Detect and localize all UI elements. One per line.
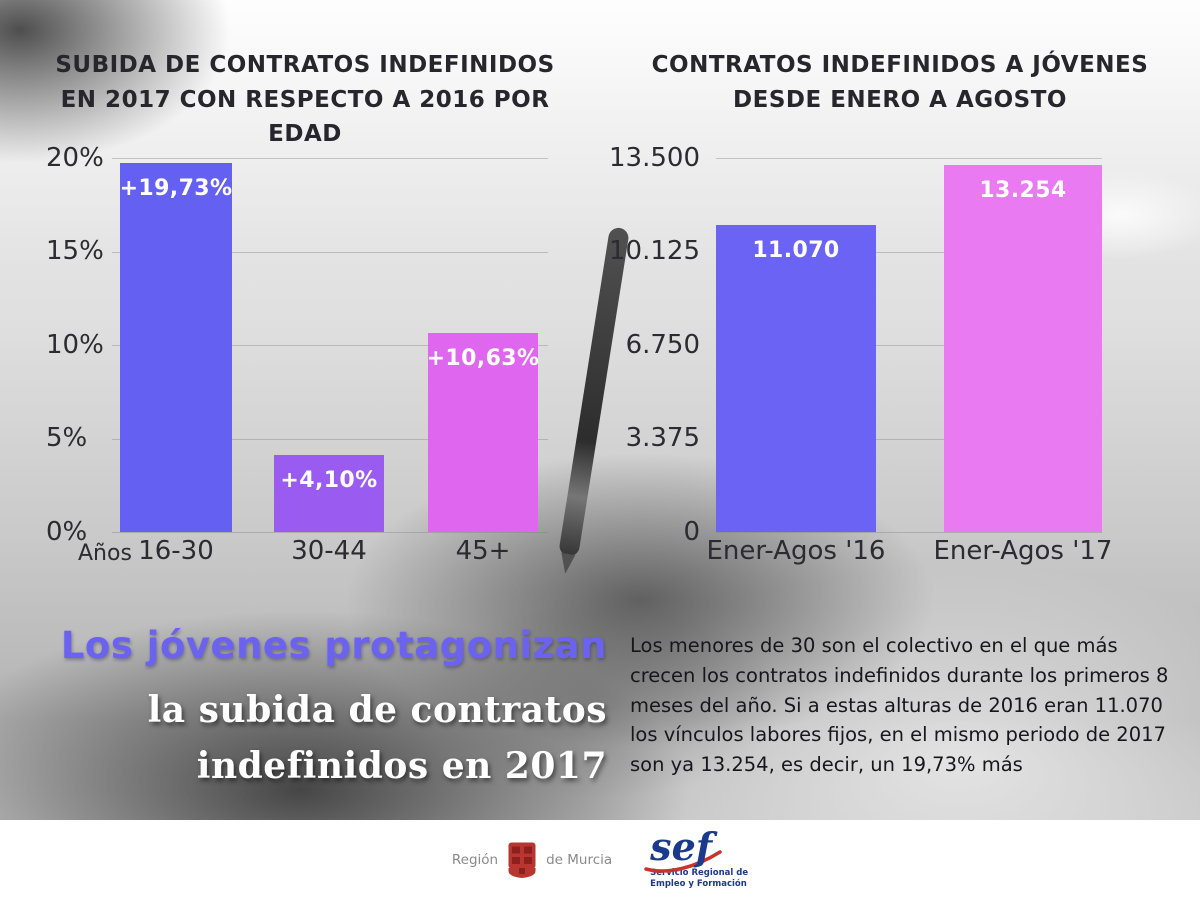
left-xaxis-label: Años <box>78 541 132 566</box>
left-ytick-5: 5% <box>46 423 88 453</box>
sef-subtitle-line-1: Servicio Regional de <box>650 867 749 878</box>
left-chart-title: SUBIDA DE CONTRATOS INDEFINIDOS EN 2017 … <box>55 52 555 147</box>
bar-value-label: +19,73% <box>119 176 233 201</box>
sef-logo-word: sef <box>650 824 713 870</box>
age-chart-plot: +19,73% +4,10% +10,63% <box>112 158 548 533</box>
category-16-30: 16-30 <box>138 536 214 566</box>
bar-value-label: +4,10% <box>280 468 378 493</box>
bar-ener-agos-17: 13.254 <box>944 165 1102 532</box>
murcia-logo-text-left: Región <box>451 852 499 868</box>
right-chart-title: CONTRATOS INDEFINIDOS A JÓVENES DESDE EN… <box>651 52 1149 113</box>
headline-block: Los jóvenes protagonizan la subida de co… <box>55 624 607 795</box>
right-ytick-10125: 10.125 <box>609 236 700 266</box>
right-ytick-13500: 13.500 <box>609 143 700 173</box>
bar-45-plus: +10,63% <box>426 333 540 532</box>
sef-red-swash-icon <box>644 850 722 874</box>
right-ytick-6750: 6.750 <box>625 330 700 360</box>
headline-line-2: la subida de contratos <box>147 689 607 731</box>
summary-paragraph: Los menores de 30 son el colectivo en el… <box>630 634 1169 777</box>
gridline <box>112 532 548 533</box>
bar-value-label: 13.254 <box>979 178 1067 203</box>
gridline <box>716 345 1102 346</box>
bar-value-label: 11.070 <box>752 238 840 263</box>
bar-30-44: +4,10% <box>274 455 384 532</box>
category-30-44: 30-44 <box>291 536 367 566</box>
category-ener-agos-16: Ener-Agos '16 <box>706 536 886 566</box>
footer-bar: Región de Murcia sef Servicio Regional d… <box>0 820 1200 900</box>
left-ytick-15: 15% <box>46 236 104 266</box>
murcia-coat-of-arms-icon <box>508 842 536 878</box>
category-45-plus: 45+ <box>455 536 511 566</box>
bar-value-label: +10,63% <box>426 346 540 371</box>
headline-line-3: indefinidos en 2017 <box>196 744 607 787</box>
category-ener-agos-17: Ener-Agos '17 <box>933 536 1113 566</box>
right-ytick-3375: 3.375 <box>625 423 700 453</box>
sef-subtitle-line-2: Empleo y Formación <box>650 878 747 889</box>
gridline <box>112 158 548 159</box>
gridline <box>112 345 548 346</box>
gridline <box>716 251 1102 253</box>
right-ytick-0: 0 <box>683 517 700 547</box>
headline-line-1: Los jóvenes protagonizan <box>60 624 607 667</box>
bar-ener-agos-16: 11.070 <box>716 225 876 532</box>
bar-16-30: +19,73% <box>120 163 232 532</box>
murcia-logo-text-right: de Murcia <box>546 852 613 868</box>
left-ytick-0: 0% <box>46 517 88 547</box>
left-ytick-10: 10% <box>46 330 104 360</box>
gridline <box>112 251 548 253</box>
sef-logo-subtitle: Servicio Regional de Empleo y Formación <box>650 868 748 890</box>
youth-chart-plot: 11.070 13.254 <box>716 158 1102 533</box>
gridline <box>112 438 548 440</box>
gridline <box>716 158 1102 159</box>
sef-logo: sef Servicio Regional de Empleo y Formac… <box>644 824 748 890</box>
region-de-murcia-logo: Región de Murcia <box>452 841 612 879</box>
left-ytick-20: 20% <box>46 143 104 173</box>
gridline <box>716 438 1102 440</box>
gridline <box>716 532 1102 533</box>
